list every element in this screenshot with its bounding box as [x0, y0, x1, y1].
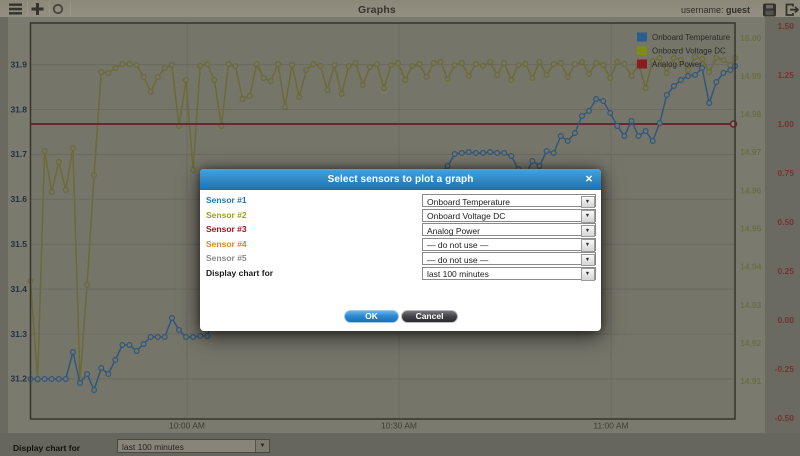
svg-text:0.50: 0.50 [777, 217, 794, 227]
svg-text:Onboard Temperature: Onboard Temperature [652, 33, 731, 42]
svg-text:14.99: 14.99 [740, 71, 762, 81]
svg-text:14.94: 14.94 [740, 262, 762, 272]
svg-text:31.6: 31.6 [10, 194, 27, 204]
svg-text:31.3: 31.3 [10, 329, 27, 339]
svg-text:31.4: 31.4 [10, 284, 27, 294]
svg-text:-0.25: -0.25 [775, 364, 795, 374]
svg-text:0.75: 0.75 [777, 168, 794, 178]
svg-text:Analog Power: Analog Power [652, 60, 702, 69]
svg-text:31.7: 31.7 [10, 149, 27, 159]
svg-text:Onboard Voltage DC: Onboard Voltage DC [652, 47, 726, 56]
svg-text:31.5: 31.5 [10, 239, 27, 249]
svg-text:14.98: 14.98 [740, 109, 762, 119]
svg-text:11:00 AM: 11:00 AM [593, 421, 628, 431]
svg-text:14.95: 14.95 [740, 224, 762, 234]
svg-text:31.8: 31.8 [10, 104, 27, 114]
svg-text:0.00: 0.00 [777, 315, 794, 325]
svg-text:14.92: 14.92 [740, 338, 762, 348]
svg-text:1.25: 1.25 [777, 70, 794, 80]
svg-text:31.2: 31.2 [10, 374, 27, 384]
svg-text:14.97: 14.97 [740, 147, 762, 157]
svg-text:1.50: 1.50 [777, 21, 794, 31]
svg-text:31.9: 31.9 [10, 59, 27, 69]
svg-text:10:00 AM: 10:00 AM [169, 421, 205, 431]
svg-text:14.96: 14.96 [740, 185, 762, 195]
svg-text:1.00: 1.00 [777, 119, 794, 129]
svg-text:15.00: 15.00 [740, 33, 762, 43]
svg-text:-0.50: -0.50 [775, 413, 795, 423]
svg-text:14.91: 14.91 [740, 376, 762, 386]
svg-text:14.93: 14.93 [740, 300, 762, 310]
svg-text:10:30 AM: 10:30 AM [381, 421, 417, 431]
svg-text:0.25: 0.25 [777, 266, 794, 276]
